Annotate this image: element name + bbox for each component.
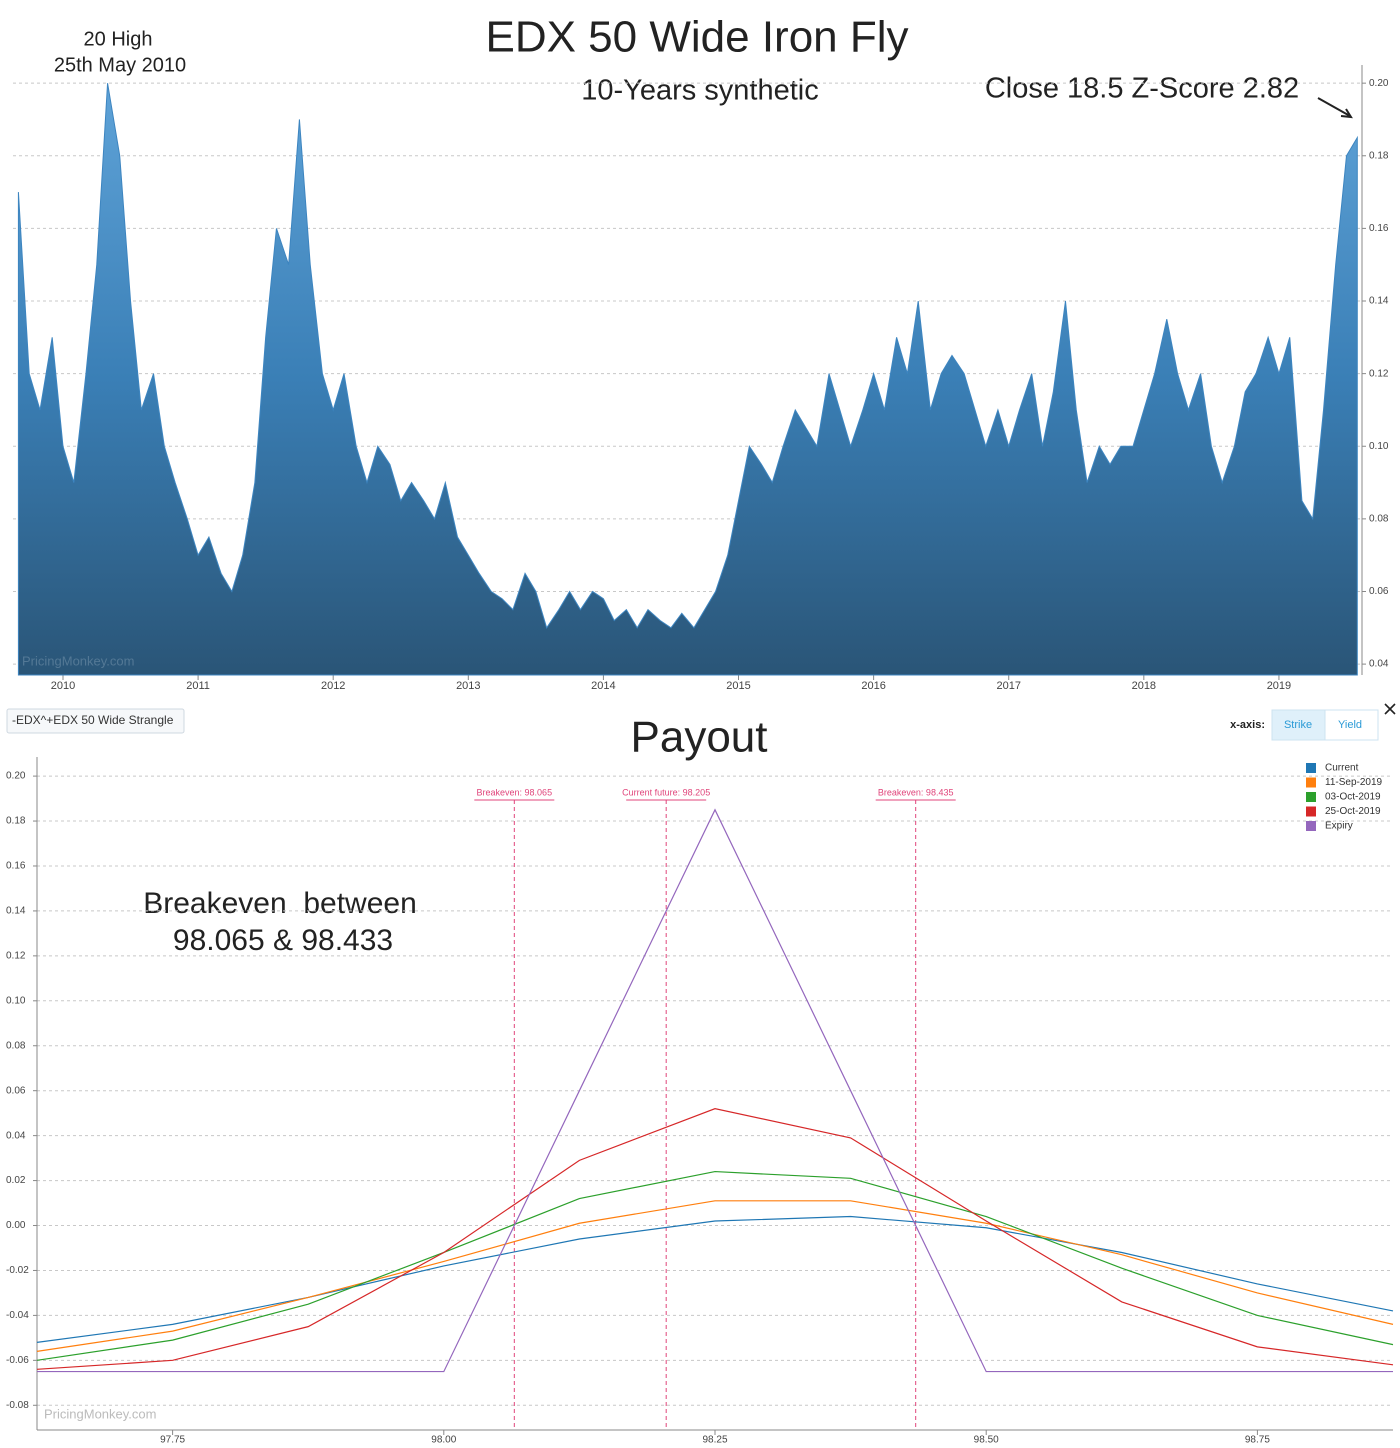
- y-tick-label: 0.18: [6, 816, 26, 827]
- y-tick-label: 0.20: [6, 771, 26, 782]
- x-tick-label: 2012: [321, 680, 345, 692]
- legend-swatch: [1306, 821, 1316, 831]
- x-tick-label: 2013: [456, 680, 480, 692]
- legend-label: Expiry: [1325, 821, 1353, 832]
- series-tag[interactable]: [6, 708, 185, 734]
- chart-subtitle: 10-Years synthetic: [581, 75, 819, 107]
- y-tick-label: 0.10: [6, 995, 26, 1006]
- y-tick-label: 0.14: [1369, 296, 1389, 307]
- y-tick-label: -0.04: [6, 1310, 29, 1321]
- series-line: [36, 1170, 1394, 1361]
- annotation: 25th May 2010: [54, 54, 186, 76]
- y-tick-label: 0.16: [6, 861, 26, 872]
- marker-label: Current future: 98.205: [622, 787, 710, 797]
- annotation-arrow: [1317, 97, 1353, 119]
- y-tick-label: 0.04: [1369, 659, 1389, 670]
- x-tick-label: 98.25: [702, 1435, 727, 1446]
- series-line: [36, 1108, 1394, 1370]
- y-tick-label: 0.08: [6, 1040, 26, 1051]
- x-tick-label: 97.75: [160, 1435, 185, 1446]
- x-tick-label: 2014: [591, 680, 615, 692]
- y-tick-label: 0.20: [1369, 78, 1389, 89]
- x-tick-label: 2011: [186, 680, 210, 692]
- legend-label: 25-Oct-2019: [1325, 806, 1381, 817]
- marker-label: Breakeven: 98.435: [878, 787, 954, 797]
- series-tag-label: -EDX^+EDX 50 Wide Strangle: [12, 713, 174, 727]
- toggle-label: Strike: [1284, 719, 1312, 731]
- y-tick-label: 0.18: [1369, 150, 1389, 161]
- y-tick-label: 0.06: [1369, 586, 1389, 597]
- y-tick-label: -0.06: [6, 1355, 29, 1366]
- x-tick-label: 98.75: [1245, 1435, 1270, 1446]
- y-tick-label: 0.08: [1369, 514, 1389, 525]
- area: [17, 83, 1358, 676]
- y-tick-label: -0.02: [6, 1265, 29, 1276]
- y-tick-label: 0.06: [6, 1085, 26, 1096]
- legend-swatch: [1306, 806, 1316, 817]
- x-tick-label: 2017: [996, 680, 1020, 692]
- toggle-strike[interactable]: [1271, 709, 1326, 741]
- x-tick-label: 2018: [1132, 680, 1156, 692]
- close-button[interactable]: [1384, 703, 1396, 715]
- y-tick-label: 0.12: [6, 951, 26, 962]
- series-line: [36, 1215, 1394, 1343]
- annotation: 98.065 & 98.433: [173, 924, 393, 957]
- y-tick-label: 0.12: [1369, 368, 1389, 379]
- y-tick-label: 0.04: [6, 1130, 26, 1141]
- watermark: PricingMonkey.com: [44, 1406, 156, 1421]
- x-tick-label: 2010: [51, 680, 75, 692]
- chart-title: EDX 50 Wide Iron Fly: [485, 13, 908, 62]
- y-tick-label: 0.02: [6, 1175, 26, 1186]
- series-line: [37, 808, 1393, 1373]
- y-tick-label: 0.16: [1369, 223, 1389, 234]
- x-tick-label: 2015: [726, 680, 750, 692]
- marker-label: Breakeven: 98.065: [477, 787, 553, 797]
- annotation: 20 High: [84, 28, 153, 50]
- toggle-yield[interactable]: [1324, 709, 1379, 741]
- y-tick-label: 0.10: [1369, 441, 1389, 452]
- watermark: PricingMonkey.com: [22, 653, 134, 668]
- toggle-label: Yield: [1338, 719, 1362, 731]
- legend-label: 03-Oct-2019: [1325, 792, 1381, 803]
- legend-label: Current: [1325, 763, 1359, 774]
- chart-title: Payout: [631, 713, 768, 762]
- legend-swatch: [1306, 792, 1316, 802]
- legend-swatch: [1306, 777, 1316, 788]
- x-tick-label: 2016: [861, 680, 885, 692]
- annotation: Close 18.5 Z-Score 2.82: [985, 73, 1299, 105]
- x-tick-label: 2019: [1267, 680, 1291, 692]
- y-tick-label: 0.00: [6, 1220, 26, 1231]
- x-tick-label: 98.00: [431, 1435, 456, 1446]
- x-tick-label: 98.50: [974, 1435, 999, 1446]
- series-line: [36, 1200, 1394, 1352]
- legend-label: 11-Sep-2019: [1325, 777, 1383, 788]
- annotation: Breakeven between: [143, 887, 417, 920]
- x-axis-control-label: x-axis:: [1230, 719, 1265, 731]
- legend-swatch: [1306, 763, 1316, 773]
- y-tick-label: 0.14: [6, 906, 26, 917]
- y-tick-label: -0.08: [6, 1400, 29, 1411]
